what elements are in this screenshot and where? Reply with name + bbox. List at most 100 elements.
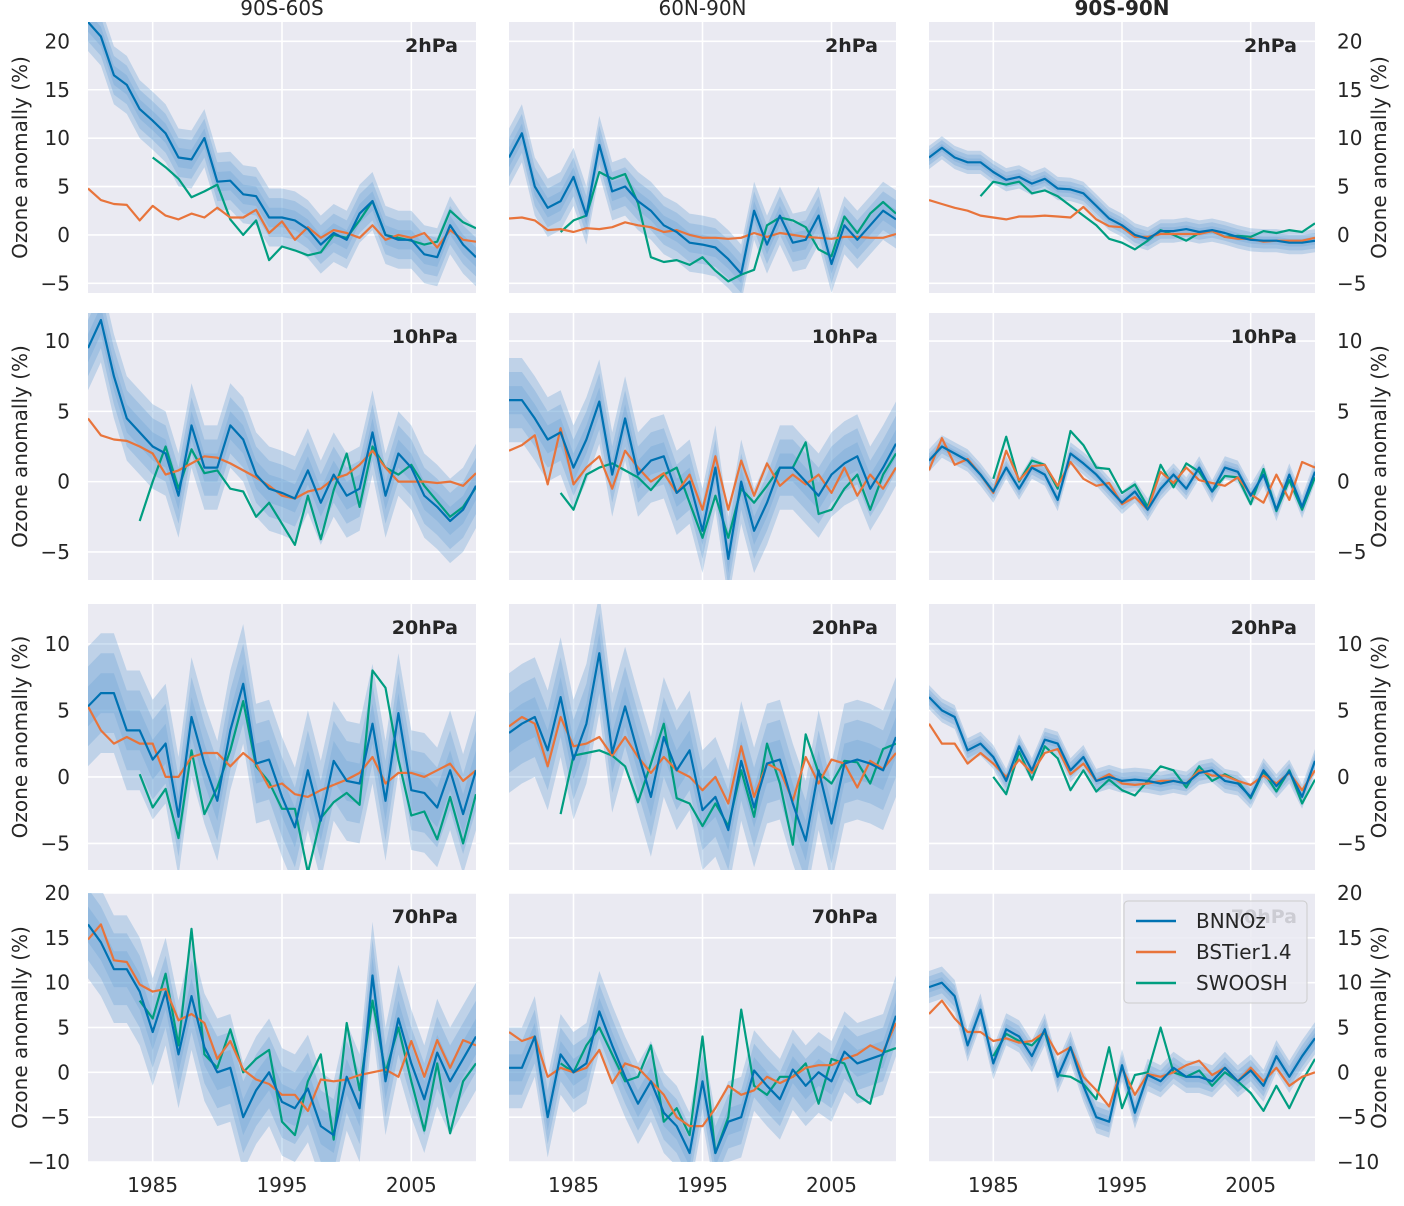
panel-data <box>88 22 476 287</box>
y-tick-label: 0 <box>57 765 70 789</box>
series-line-bnnoz <box>88 923 476 1137</box>
pressure-level-label: 2hPa <box>825 35 878 57</box>
y-tick-label: 0 <box>57 223 70 247</box>
bnnoz-uncertainty-band-1 <box>88 643 476 868</box>
series-line-bnnoz <box>509 132 896 275</box>
bnnoz-uncertainty-band-0 <box>929 136 1315 255</box>
series-line-bstier14 <box>509 216 896 240</box>
pressure-level-label: 20hPa <box>812 617 878 639</box>
bnnoz-uncertainty-band-2 <box>929 443 1315 514</box>
y-tick-label: 5 <box>57 698 70 722</box>
y-tick-label-right: 20 <box>1337 881 1362 905</box>
pressure-level-label: 2hPa <box>405 35 458 57</box>
pressure-level-label: 70hPa <box>812 906 878 928</box>
series-line-bnnoz <box>929 981 1315 1123</box>
y-tick-label: 10 <box>45 971 70 995</box>
y-tick-label-right: 5 <box>1337 399 1350 423</box>
series-line-bnnoz <box>509 1010 896 1155</box>
bnnoz-uncertainty-band-2 <box>509 123 896 284</box>
series-line-swoosh <box>138 927 476 1141</box>
panel-r0-c0: 2hPa −5 0 5 10 15 20 Ozone anomally (%) <box>8 22 476 295</box>
x-tick-label: 2005 <box>386 1173 437 1197</box>
panel-data <box>509 604 896 870</box>
y-tick-label-right: −5 <box>1337 271 1366 295</box>
series-line-bnnoz <box>929 696 1315 798</box>
bnnoz-uncertainty-band-0 <box>509 604 896 870</box>
legend: BNNOz BSTier1.4 SWOOSH <box>1123 900 1308 1004</box>
series-line-swoosh <box>979 180 1315 251</box>
series-line-bnnoz <box>929 445 1315 511</box>
y-tick-label: 5 <box>57 175 70 199</box>
panel-data <box>88 893 476 1162</box>
panel-data <box>509 358 896 580</box>
panel-data <box>929 136 1315 255</box>
bnnoz-uncertainty-band-0 <box>88 313 476 564</box>
series-line-bstier14 <box>509 427 896 511</box>
y-tick-label-right: −5 <box>1337 540 1366 564</box>
panel-data <box>929 429 1315 521</box>
y-tick-label-right: −5 <box>1337 831 1366 855</box>
series-line-swoosh <box>559 441 896 539</box>
column-title-2: 90S-90N <box>1074 0 1169 20</box>
bnnoz-uncertainty-band-0 <box>509 971 896 1162</box>
y-tick-label: −5 <box>41 831 70 855</box>
series-line-swoosh <box>559 170 896 283</box>
x-tick-label: 1995 <box>1097 1173 1148 1197</box>
y-tick-label-right: 20 <box>1337 29 1362 53</box>
y-axis-label-right: Ozone anomally (%) <box>1367 345 1391 548</box>
panel-data <box>929 685 1315 809</box>
bnnoz-uncertainty-band-1 <box>509 113 896 293</box>
y-tick-label-right: 10 <box>1337 971 1362 995</box>
pressure-level-label: 20hPa <box>1231 617 1297 639</box>
bnnoz-uncertainty-band-2 <box>509 633 896 861</box>
y-axis-label: Ozone anomally (%) <box>8 636 32 839</box>
bnnoz-uncertainty-band-2 <box>88 663 476 848</box>
legend-entry-label: BNNOz <box>1196 909 1266 933</box>
y-tick-label-right: 15 <box>1337 78 1362 102</box>
y-axis-label-right: Ozone anomally (%) <box>1367 636 1391 839</box>
y-tick-label: −5 <box>41 540 70 564</box>
bnnoz-uncertainty-band-1 <box>88 313 476 550</box>
y-tick-label: 5 <box>57 1016 70 1040</box>
x-tick-label: 1985 <box>127 1173 178 1197</box>
y-axis-label-right: Ozone anomally (%) <box>1367 926 1391 1129</box>
series-line-bstier14 <box>88 923 476 1112</box>
panel-data <box>88 313 476 564</box>
x-tick-label: 2005 <box>1225 1173 1276 1197</box>
bnnoz-uncertainty-band-1 <box>509 372 896 580</box>
bnnoz-uncertainty-band-2 <box>88 313 476 535</box>
y-axis-label-right: Ozone anomally (%) <box>1367 56 1391 259</box>
series-line-bstier14 <box>88 417 476 500</box>
y-tick-label: 15 <box>45 926 70 950</box>
pressure-level-label: 2hPa <box>1244 35 1297 57</box>
series-line-bstier14 <box>88 705 476 798</box>
y-tick-label: 10 <box>45 329 70 353</box>
bnnoz-uncertainty-band-1 <box>88 22 476 277</box>
y-tick-label-right: 0 <box>1337 765 1350 789</box>
bnnoz-uncertainty-band-0 <box>509 358 896 580</box>
panel-data <box>509 104 896 293</box>
series-line-bnnoz <box>509 399 896 560</box>
y-tick-label-right: 10 <box>1337 632 1362 656</box>
y-tick-label-right: −10 <box>1337 1150 1379 1174</box>
x-tick-label: 1985 <box>548 1173 599 1197</box>
y-tick-label: 0 <box>57 470 70 494</box>
pressure-level-label: 10hPa <box>812 326 878 348</box>
panel-r2-c1: 20hPa <box>509 604 896 870</box>
y-axis-label: Ozone anomally (%) <box>8 56 32 259</box>
y-tick-label: 0 <box>57 1060 70 1084</box>
series-line-bnnoz <box>509 652 896 842</box>
bnnoz-uncertainty-band-1 <box>509 613 896 870</box>
column-title-1: 60N-90N <box>658 0 746 20</box>
panel-r3-c0: 70hPa −10 −5 0 5 10 15 20 Ozone anomally (%) 1985… <box>8 881 476 1197</box>
y-tick-label-right: 0 <box>1337 223 1350 247</box>
y-tick-label: 20 <box>45 29 70 53</box>
panel-data <box>929 966 1315 1138</box>
pressure-level-label: 10hPa <box>392 326 458 348</box>
y-tick-label-right: 0 <box>1337 1060 1350 1084</box>
y-tick-label-right: 5 <box>1337 698 1350 722</box>
x-tick-label: 1985 <box>968 1173 1019 1197</box>
